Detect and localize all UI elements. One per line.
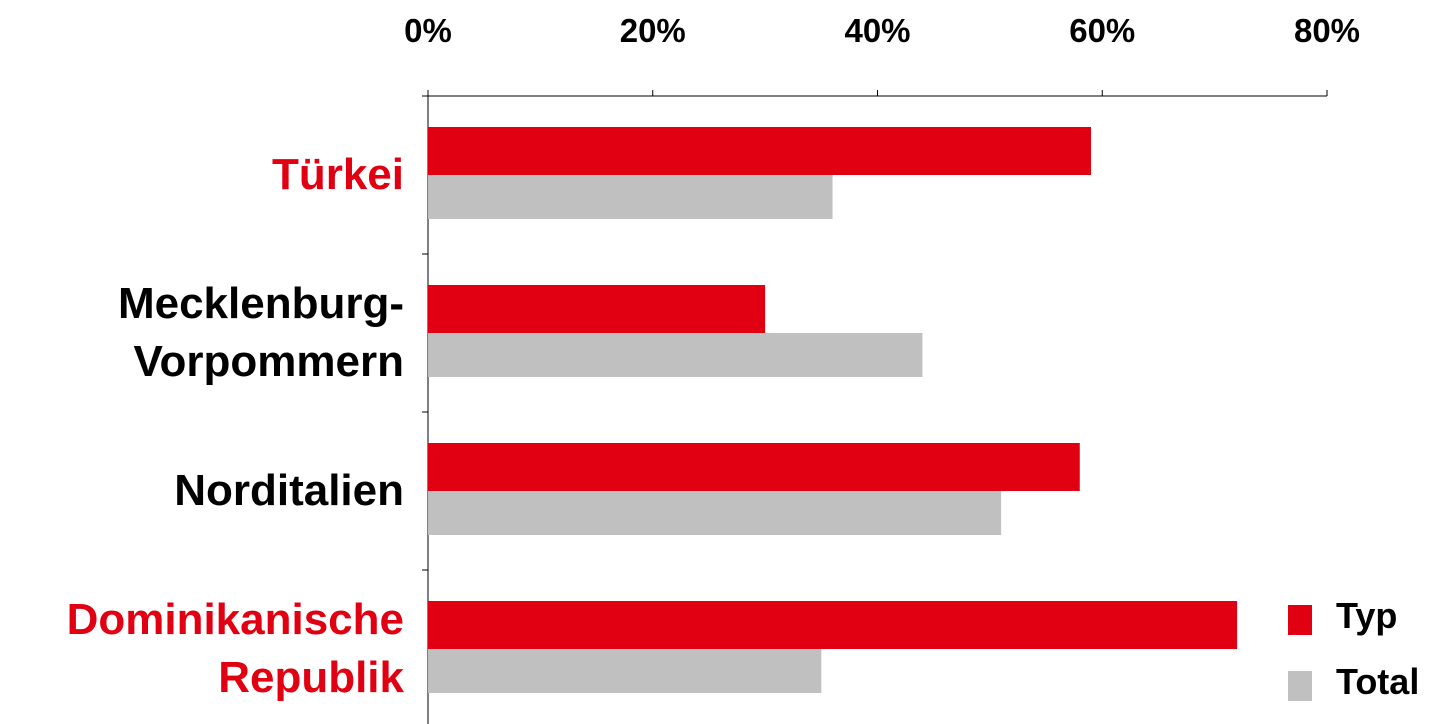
category-label: Norditalien [174, 466, 404, 515]
bar-typ-1 [428, 285, 766, 333]
category-label-line: Vorpommern [133, 337, 404, 386]
bar-total-0 [428, 175, 833, 219]
category-label: Dominikanische Republik [67, 595, 405, 702]
x-tick-label: 20% [620, 12, 686, 49]
bar-typ-3 [428, 601, 1238, 649]
bars-layer [428, 127, 1238, 693]
category-label-line: Türkei [272, 150, 404, 199]
bar-total-1 [428, 333, 923, 377]
legend-swatch-total [1288, 671, 1312, 701]
bar-total-3 [428, 649, 822, 693]
category-label-line: Norditalien [174, 466, 404, 515]
x-tick-label: 40% [844, 12, 910, 49]
category-label: Mecklenburg- Vorpommern [118, 279, 404, 386]
bar-typ-2 [428, 443, 1080, 491]
axis-layer: 0% 20% 40% 60% 80% [404, 12, 1360, 724]
x-tick-label: 80% [1294, 12, 1360, 49]
legend: Typ Total [1288, 595, 1419, 702]
x-tick-label: 60% [1069, 12, 1135, 49]
legend-swatch-typ [1288, 605, 1312, 635]
legend-label-total: Total [1336, 661, 1419, 702]
category-label: Türkei [272, 150, 404, 199]
category-label-line: Republik [218, 653, 404, 702]
legend-label-typ: Typ [1336, 595, 1397, 636]
bar-typ-0 [428, 127, 1092, 175]
category-label-line: Dominikanische [67, 595, 404, 644]
x-tick-label: 0% [404, 12, 452, 49]
bar-total-2 [428, 491, 1002, 535]
category-label-line: Mecklenburg- [118, 279, 404, 328]
category-labels: Türkei Mecklenburg- Vorpommern Norditalien D… [67, 150, 405, 702]
